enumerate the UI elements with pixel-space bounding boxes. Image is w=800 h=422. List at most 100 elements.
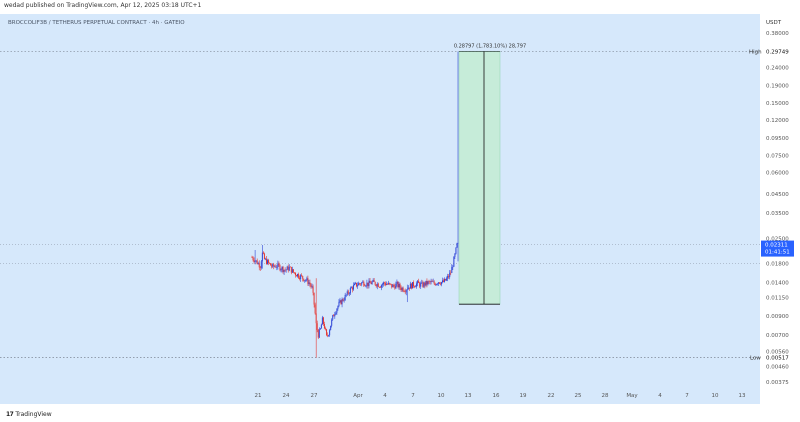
candle-body (371, 281, 373, 285)
candle-body (381, 284, 383, 286)
logo-text: TradingView (15, 411, 52, 418)
last-price-value: 0.02311 (765, 243, 788, 249)
time-tick-label: 7 (411, 393, 415, 399)
candle-body (259, 267, 261, 268)
candle-body (260, 261, 262, 268)
candle-body (437, 282, 439, 284)
time-tick-label: 19 (520, 393, 527, 399)
candle-body (267, 260, 269, 264)
measure-box (458, 51, 501, 305)
candle-body (308, 282, 310, 284)
candle-body (345, 294, 347, 296)
candle-body (372, 280, 374, 282)
tradingview-logo: 17 TradingView (6, 411, 52, 418)
candle-body (292, 269, 294, 273)
candle-body (301, 275, 303, 276)
candle-body (404, 291, 406, 293)
candle-body (337, 306, 339, 309)
candle-body (370, 282, 372, 285)
candle-body (399, 283, 401, 288)
candles (251, 51, 459, 358)
candle-body (327, 335, 329, 336)
candle-body (251, 257, 253, 259)
candle-body (269, 262, 271, 264)
candle-body (425, 280, 427, 286)
candle-body (435, 284, 437, 286)
candle-body (274, 266, 276, 268)
candle-body (339, 300, 341, 302)
price-chart[interactable]: BROCCOLIF3B / TETHERUS PERPETUAL CONTRAC… (0, 14, 800, 404)
candle-body (392, 284, 394, 288)
candle-body (284, 269, 286, 271)
candle-body (418, 280, 420, 283)
time-tick-label: 21 (255, 393, 262, 399)
candle-body (451, 266, 453, 273)
candle-body (364, 285, 366, 287)
price-tick-label: 0.12000 (766, 118, 789, 124)
candle-body (346, 291, 348, 295)
candle-body (255, 260, 257, 262)
candle-body (407, 287, 409, 290)
price-tick-label: 0.09500 (766, 136, 789, 142)
candle-body (349, 288, 351, 294)
candle-body (290, 266, 292, 273)
time-tick-label: 10 (438, 393, 445, 399)
candle-body (366, 282, 368, 286)
bottom-bar: 17 TradingView (0, 404, 800, 422)
last-price-badge (761, 240, 794, 257)
measure-tool[interactable]: 0.28797 (1,783.10%) 28,797 (454, 43, 526, 305)
low-value: 0.00517 (766, 356, 789, 362)
candle-body (427, 281, 429, 285)
candle-body (434, 283, 436, 286)
candle-body (285, 269, 287, 271)
candle-body (384, 282, 386, 284)
candle-body (277, 263, 279, 267)
candle-body (322, 317, 324, 325)
candle-body (253, 259, 255, 262)
candle-body (376, 283, 378, 287)
candle-body (334, 314, 336, 317)
time-axis[interactable]: 21 24 27 Apr 4 7 10 13 16 19 22 25 28 May 4 7 10 13 (255, 393, 746, 399)
time-tick-label: 27 (311, 393, 318, 399)
candle-body (391, 283, 393, 288)
candle-body (342, 299, 344, 301)
candle-body (394, 285, 396, 289)
candle-body (378, 286, 380, 288)
candle-body (448, 276, 450, 278)
candle-body (341, 299, 343, 305)
measure-label: 0.28797 (1,783.10%) 28,797 (454, 43, 526, 49)
top-bar: wedad published on TradingView.com, Apr … (0, 0, 800, 14)
candle-body (333, 315, 335, 317)
price-axis[interactable]: 0.38000 0.24000 0.19000 0.15000 0.12000 0.095… (749, 31, 794, 386)
candle-body (264, 258, 266, 260)
candle-body (455, 247, 457, 254)
candle-body (417, 280, 419, 284)
candle-body (313, 292, 315, 305)
candle-body (272, 264, 274, 267)
candle-body (436, 283, 438, 285)
candle-body (350, 287, 352, 289)
candle-body (282, 266, 284, 272)
candle-body (276, 266, 278, 268)
candle-body (289, 266, 291, 268)
candle-body (359, 283, 361, 284)
candle-body (432, 281, 434, 283)
candle-body (262, 252, 264, 254)
candle-body (441, 280, 443, 283)
candle-body (426, 280, 428, 285)
time-tick-label: 4 (383, 393, 387, 399)
candle-body (331, 319, 333, 326)
candle-body (397, 281, 399, 288)
candle-body (387, 284, 389, 285)
price-tick-label: 0.06000 (766, 170, 789, 176)
candle-body (338, 301, 340, 307)
currency-label[interactable]: USDT (766, 20, 782, 26)
candle-body (398, 283, 400, 288)
candle-body (318, 329, 320, 338)
time-tick-label: 28 (602, 393, 609, 399)
candle-body (278, 263, 280, 266)
candle-body (257, 263, 259, 265)
candle-body (411, 282, 413, 289)
candle-body (430, 281, 432, 283)
candle-body (419, 282, 421, 287)
